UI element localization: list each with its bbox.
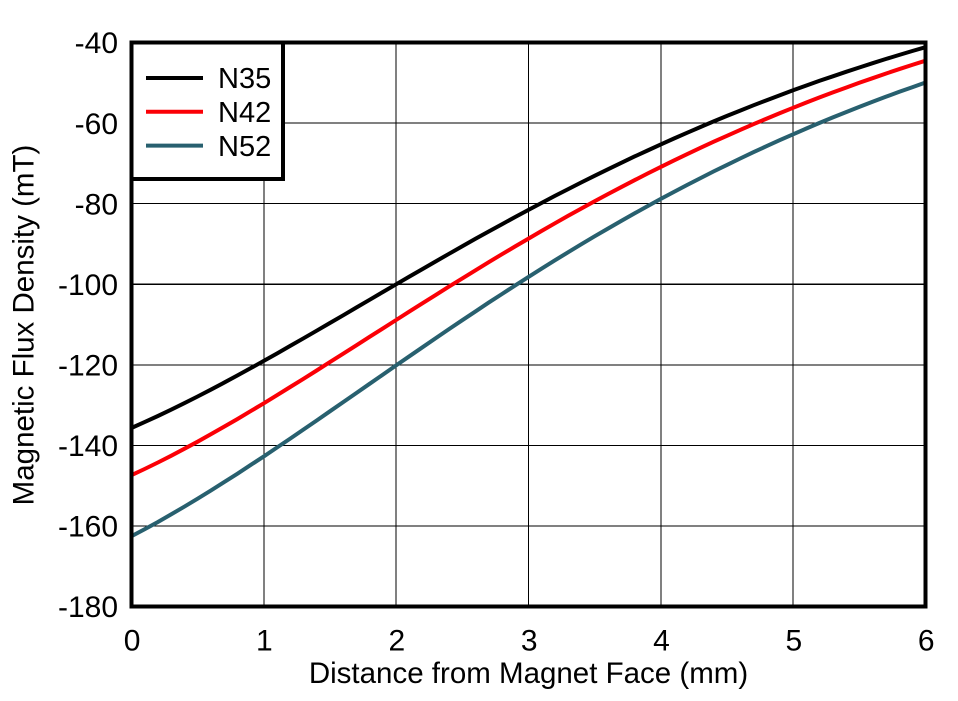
svg-text:N52: N52 <box>218 131 271 163</box>
svg-text:0: 0 <box>124 625 141 658</box>
svg-text:5: 5 <box>786 625 803 658</box>
svg-text:-100: -100 <box>58 269 118 302</box>
svg-text:6: 6 <box>918 625 935 658</box>
svg-text:-120: -120 <box>58 350 118 383</box>
svg-text:-60: -60 <box>75 108 118 141</box>
svg-text:N42: N42 <box>218 97 271 129</box>
svg-text:Distance from Magnet Face (mm): Distance from Magnet Face (mm) <box>309 657 748 690</box>
svg-text:-160: -160 <box>58 511 118 544</box>
svg-text:-140: -140 <box>58 430 118 463</box>
svg-text:4: 4 <box>653 625 670 658</box>
svg-text:-40: -40 <box>75 27 118 60</box>
svg-text:-80: -80 <box>75 188 118 221</box>
svg-text:Magnetic Flux Density (mT): Magnetic Flux Density (mT) <box>7 145 40 506</box>
svg-text:1: 1 <box>256 625 273 658</box>
svg-text:2: 2 <box>388 625 405 658</box>
svg-text:N35: N35 <box>218 63 271 95</box>
svg-text:-180: -180 <box>58 591 118 624</box>
svg-text:3: 3 <box>521 625 538 658</box>
